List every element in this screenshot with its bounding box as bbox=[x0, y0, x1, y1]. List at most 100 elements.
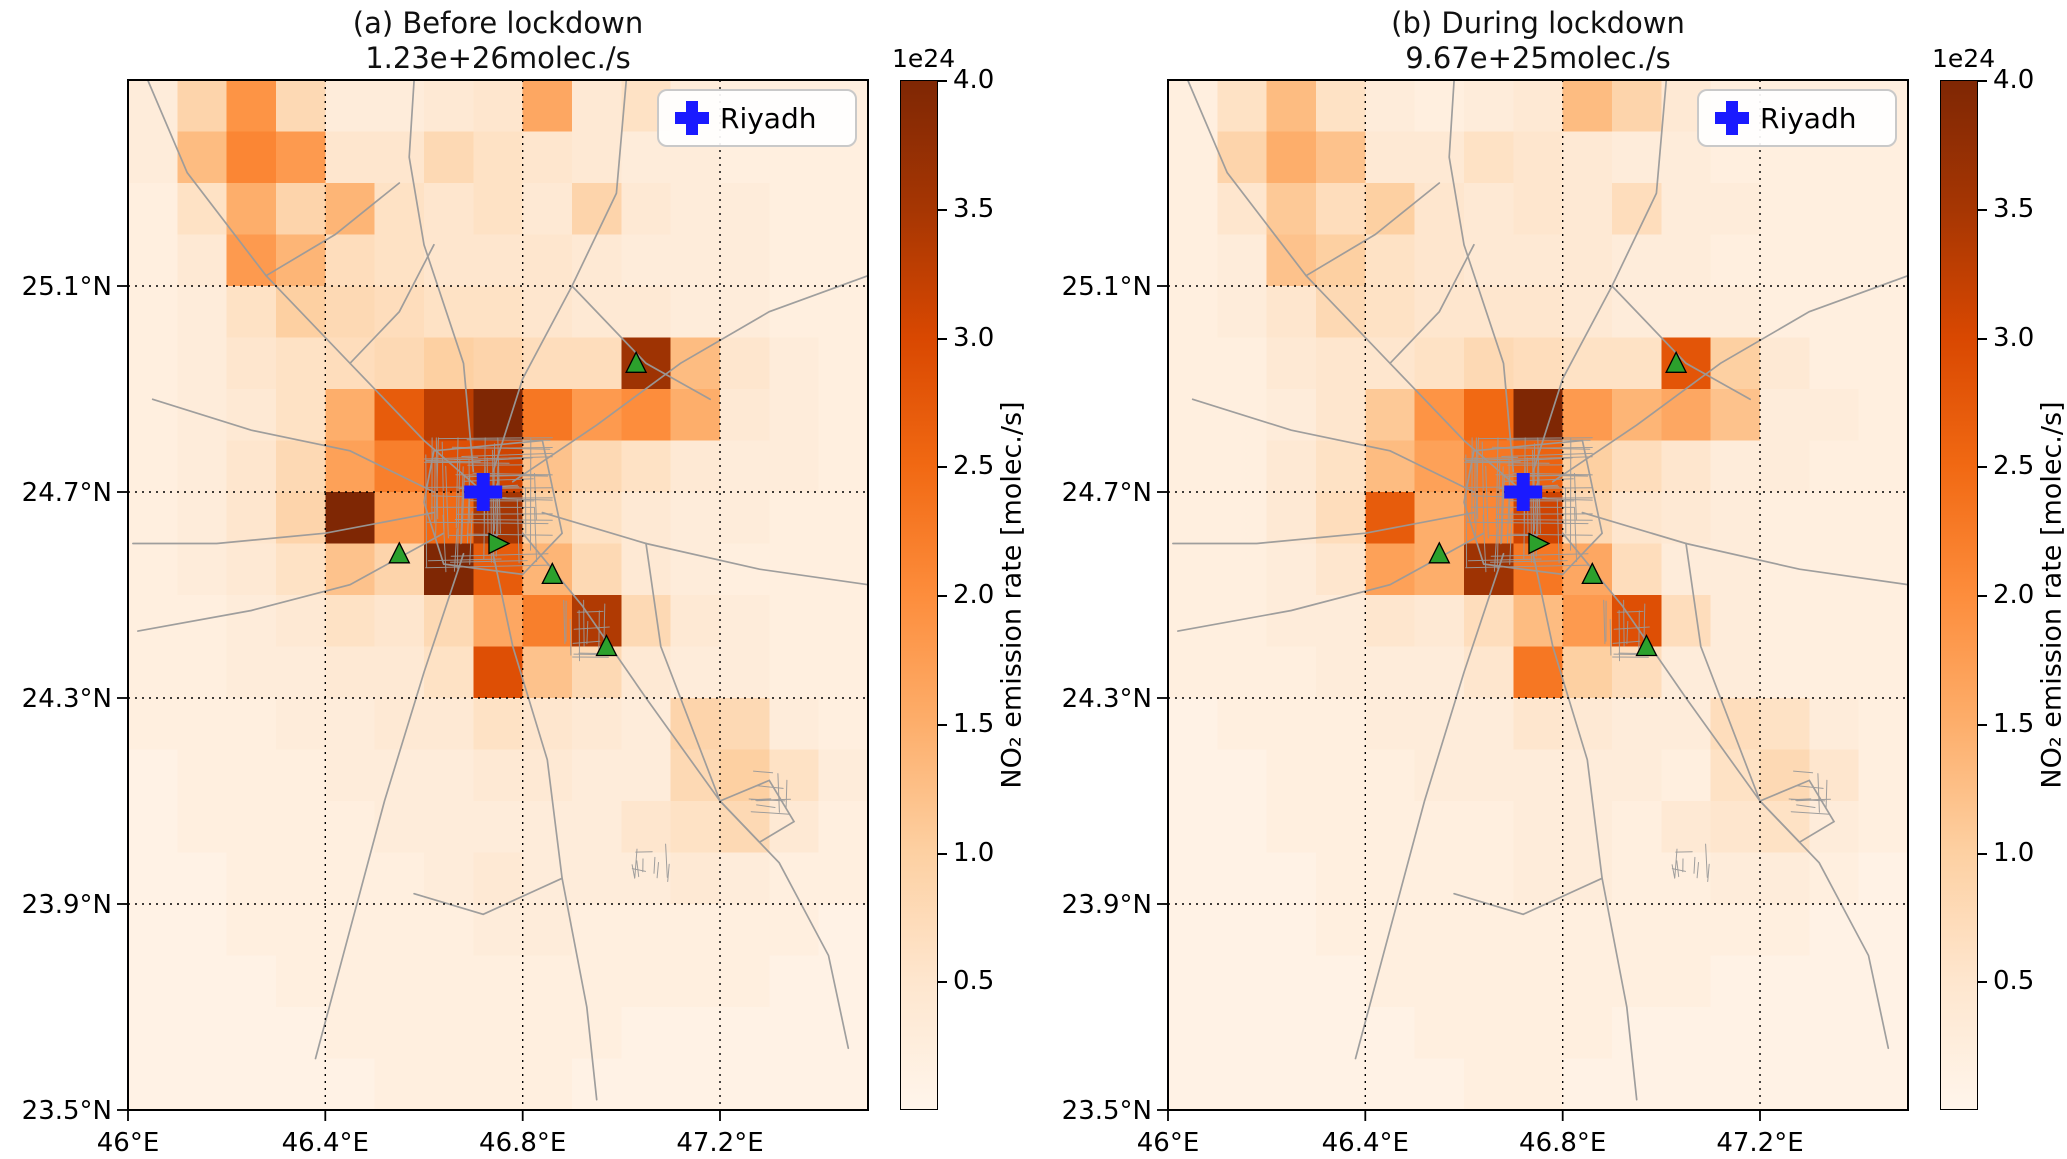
plot-border bbox=[127, 79, 869, 1111]
riyadh-legend-marker-icon bbox=[1715, 101, 1749, 135]
axis-tick-labels: 46°E 46.4°E 46.8°E 47.2°E 25.1°N 24.7°N 24.3°N… bbox=[22, 272, 764, 1158]
colorbar-tick-label: 3.0 bbox=[953, 322, 995, 353]
colorbar-tick bbox=[938, 337, 947, 340]
colorbar-tick-label: 0.5 bbox=[953, 966, 995, 997]
colorbar-tick bbox=[938, 208, 947, 211]
colorbar-tick bbox=[1978, 723, 1987, 726]
colorbar-tick bbox=[938, 80, 947, 82]
colorbar-tick bbox=[938, 595, 947, 597]
riyadh-city-marker bbox=[1504, 473, 1543, 511]
panel-a-title-line1: (a) Before lockdown bbox=[352, 6, 644, 40]
riyadh-city-marker bbox=[464, 473, 503, 511]
colorbar-tick bbox=[1978, 80, 1987, 82]
panel-b-colorbar: 0.5 1.0 1.5 2.0 2.5 3.0 3.5 4.0 1e24 NO₂ emission… bbox=[1932, 44, 2067, 1110]
colorbar-tick-label: 2.0 bbox=[1993, 580, 2035, 610]
x-tick-label: 46°E bbox=[1137, 1128, 1200, 1158]
measurement-site-marker bbox=[1528, 532, 1551, 555]
colorbar-tick-label: 0.5 bbox=[1993, 966, 2035, 997]
panel-b-title-line1: (b) During lockdown bbox=[1391, 6, 1685, 40]
measurement-site-marker bbox=[1428, 541, 1451, 564]
colorbar-tick-label: 1.5 bbox=[1993, 708, 2035, 739]
panel-b-title: (b) During lockdown 9.67e+25molec./s bbox=[1168, 6, 1908, 76]
axis-tick-labels: 46°E 46.4°E 46.8°E 47.2°E 25.1°N 24.7°N 24.3°N… bbox=[1062, 272, 1804, 1158]
colorbar-tick bbox=[1978, 981, 1987, 984]
x-tick-label: 46.8°E bbox=[1519, 1128, 1606, 1158]
y-tick-label: 24.3°N bbox=[22, 684, 112, 714]
colorbar-tick bbox=[1978, 466, 1987, 469]
y-tick-label: 23.9°N bbox=[22, 890, 112, 920]
graticule-gridlines bbox=[128, 80, 868, 1110]
measurement-site-marker bbox=[595, 634, 618, 657]
colorbar-tick-label: 4.0 bbox=[1993, 65, 2035, 95]
measurement-site-marker bbox=[541, 561, 564, 585]
colorbar-tick bbox=[1978, 595, 1987, 597]
measurement-site-marker bbox=[1665, 350, 1688, 373]
panel-a-colorbar: 0.5 1.0 1.5 2.0 2.5 3.0 3.5 4.0 1e24 NO₂ emission… bbox=[892, 44, 1028, 1110]
panel-a-total-emission: 1.23e+26molec./s bbox=[365, 41, 631, 75]
road-network bbox=[1172, 79, 1909, 1101]
x-tick-label: 47.2°E bbox=[1716, 1128, 1803, 1158]
station-markers bbox=[388, 350, 648, 657]
colorbar-tick-label: 3.5 bbox=[953, 193, 995, 224]
legend-box bbox=[1697, 89, 1897, 147]
colorbar-tick-label: 2.0 bbox=[953, 580, 995, 610]
legend: Riyadh bbox=[1697, 89, 1897, 147]
measurement-site-marker bbox=[388, 541, 411, 564]
measurement-site-marker bbox=[488, 532, 511, 555]
measurement-site-marker bbox=[625, 350, 648, 373]
colorbar-tick-label: 2.5 bbox=[953, 451, 995, 482]
colorbar-scale-offset-label: 1e24 bbox=[892, 44, 956, 73]
x-tick-label: 47.2°E bbox=[676, 1128, 763, 1158]
colorbar-tick-label: 4.0 bbox=[953, 65, 995, 95]
colorbar-tick bbox=[938, 852, 947, 855]
panel-a-title: (a) Before lockdown 1.23e+26molec./s bbox=[128, 6, 868, 76]
legend-label: Riyadh bbox=[1760, 102, 1856, 135]
colorbar-axis-label: NO₂ emission rate [molec./s] bbox=[2036, 401, 2067, 789]
colorbar-axis-label: NO₂ emission rate [molec./s] bbox=[996, 401, 1028, 789]
station-markers bbox=[1428, 350, 1688, 657]
y-tick-label: 24.7°N bbox=[1062, 478, 1152, 508]
colorbar-tick bbox=[938, 981, 947, 984]
riyadh-legend-marker-icon bbox=[675, 101, 709, 135]
axis-ticks bbox=[117, 285, 721, 1121]
plot-border bbox=[1167, 79, 1909, 1111]
x-tick-label: 46.4°E bbox=[1322, 1128, 1409, 1158]
colorbar-tick bbox=[1978, 852, 1987, 855]
panel-b-total-emission: 9.67e+25molec./s bbox=[1405, 41, 1671, 75]
colorbar-gradient bbox=[1940, 80, 1978, 1110]
graticule-gridlines bbox=[1168, 80, 1908, 1110]
heatmap-cells bbox=[128, 80, 869, 1111]
y-tick-label: 25.1°N bbox=[22, 272, 112, 302]
colorbar-tick-label: 1.0 bbox=[953, 837, 995, 868]
x-tick-label: 46.4°E bbox=[282, 1128, 369, 1158]
legend: Riyadh bbox=[657, 89, 857, 147]
colorbar-scale-offset-label: 1e24 bbox=[1932, 44, 1996, 73]
axis-ticks bbox=[1157, 285, 1761, 1121]
y-tick-label: 23.5°N bbox=[22, 1096, 112, 1126]
y-tick-label: 24.7°N bbox=[22, 478, 112, 508]
x-tick-label: 46°E bbox=[97, 1128, 160, 1158]
panel-b-map: 46°E 46.4°E 46.8°E 47.2°E 25.1°N 24.7°N 24.3°N… bbox=[1062, 79, 1909, 1158]
colorbar-tick bbox=[938, 723, 947, 726]
colorbar-tick bbox=[1978, 337, 1987, 340]
heatmap-cells bbox=[1168, 80, 1909, 1111]
legend-label: Riyadh bbox=[720, 102, 816, 135]
y-tick-label: 25.1°N bbox=[1062, 272, 1152, 302]
y-tick-label: 23.9°N bbox=[1062, 890, 1152, 920]
road-network bbox=[132, 79, 869, 1101]
panel-a-map: 46°E 46.4°E 46.8°E 47.2°E 25.1°N 24.7°N 24.3°N… bbox=[22, 79, 869, 1158]
legend-box bbox=[657, 89, 857, 147]
y-tick-label: 24.3°N bbox=[1062, 684, 1152, 714]
colorbar-tick-label: 3.0 bbox=[1993, 322, 2035, 353]
colorbar-tick bbox=[938, 466, 947, 469]
measurement-site-marker bbox=[1581, 561, 1604, 585]
colorbar-tick-label: 1.0 bbox=[1993, 837, 2035, 868]
colorbar-tick bbox=[1978, 208, 1987, 211]
x-tick-label: 46.8°E bbox=[479, 1128, 566, 1158]
colorbar-tick-label: 3.5 bbox=[1993, 193, 2035, 224]
colorbar-tick-label: 1.5 bbox=[953, 708, 995, 739]
measurement-site-marker bbox=[1635, 634, 1658, 657]
y-tick-label: 23.5°N bbox=[1062, 1096, 1152, 1126]
colorbar-tick-label: 2.5 bbox=[1993, 451, 2035, 482]
